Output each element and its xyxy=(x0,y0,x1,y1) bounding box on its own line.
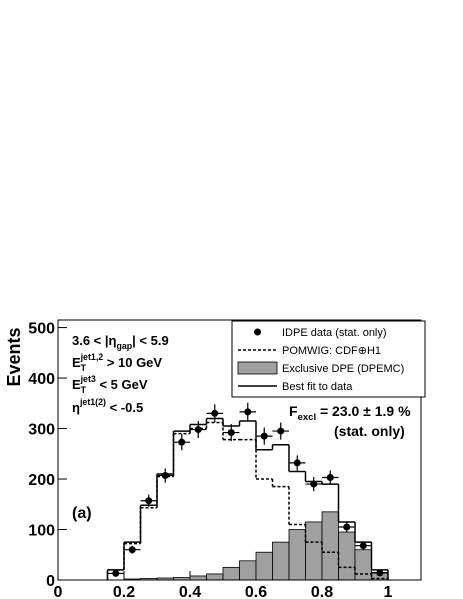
x-tick-label: 0 xyxy=(54,584,63,599)
y-tick-label: 0 xyxy=(46,573,55,590)
data-point xyxy=(112,569,120,577)
y-tick-label: 100 xyxy=(28,523,55,540)
annotation-part: < -0.5 xyxy=(106,400,143,415)
plot-frame xyxy=(57,319,422,581)
annotation-part: > 10 GeV xyxy=(103,355,162,370)
data-point xyxy=(310,480,318,488)
legend-box xyxy=(231,320,426,398)
annotation-part: jet1(2) xyxy=(79,397,106,407)
data-point xyxy=(343,523,351,531)
x-tick-label: 1 xyxy=(384,584,393,599)
x-tick-label: 0.6 xyxy=(245,584,267,599)
annotation-part: E xyxy=(72,355,81,370)
legend-label: Exclusive DPE (DPEMC) xyxy=(282,363,404,375)
annotation-part: jet1,2 xyxy=(80,352,104,362)
annotation-part: gap xyxy=(116,341,132,351)
excl-bar xyxy=(206,573,224,581)
annotation: ηjet1(2) < -0.5 xyxy=(72,397,143,415)
data-point xyxy=(293,459,301,467)
data-point xyxy=(161,471,169,479)
excl-bar xyxy=(255,551,273,581)
annotation-part: (stat. only) xyxy=(334,423,405,439)
excl-bar xyxy=(189,575,207,581)
annotation-part: F xyxy=(289,403,298,419)
annotation-part: (a) xyxy=(72,505,92,522)
data-point xyxy=(376,569,384,577)
data-point xyxy=(194,426,202,434)
x-tick-label: 0.2 xyxy=(113,584,135,599)
annotation: 3.6 < |ηgap| < 5.9 xyxy=(72,333,169,351)
legend-marker xyxy=(254,328,261,336)
annotation-part: T xyxy=(81,363,87,373)
step-connector xyxy=(106,418,389,580)
legend-label: POMWIG: CDF⊕H1 xyxy=(282,345,381,357)
annotation-part: 3.6 < |η xyxy=(72,333,117,348)
annotation: (stat. only) xyxy=(334,423,405,439)
annotation-part: T xyxy=(81,385,87,395)
annotation-part: jet3 xyxy=(80,374,96,384)
legend-label: IDPE data (stat. only) xyxy=(282,327,387,339)
y-axis-label: Events xyxy=(4,327,24,386)
data-point xyxy=(359,542,367,550)
data-point xyxy=(128,546,136,554)
annotation-part: E xyxy=(72,377,81,392)
excl-bar xyxy=(272,541,290,581)
excl-bar xyxy=(222,566,240,581)
excl-bar xyxy=(305,521,323,581)
excl-bar xyxy=(338,531,356,581)
y-tick-label: 300 xyxy=(28,422,55,439)
x-tick-label: 0.4 xyxy=(179,584,201,599)
annotation: Fexcl = 23.0 ± 1.9 % xyxy=(289,403,411,423)
data-point xyxy=(277,427,285,435)
x-tick-label: 0.8 xyxy=(311,584,333,599)
annotation-part: | < 5.9 xyxy=(132,333,169,348)
data-point xyxy=(178,438,186,446)
excl-bar xyxy=(239,560,257,581)
data-point xyxy=(227,429,235,437)
legend-marker xyxy=(237,361,278,375)
annotation-part: = 23.0 ± 1.9 % xyxy=(316,403,411,419)
data-point xyxy=(260,432,268,440)
data-point xyxy=(211,409,219,417)
legend-label: Best fit to data xyxy=(282,381,353,393)
y-tick-label: 500 xyxy=(28,321,55,338)
data-point xyxy=(145,497,153,505)
y-tick-label: 400 xyxy=(28,371,55,388)
data-point xyxy=(244,408,252,416)
annotation-part: excl xyxy=(298,412,317,423)
annotation: ETjet1,2 > 10 GeV xyxy=(72,352,162,373)
annotation-part: < 5 GeV xyxy=(96,377,148,392)
excl-bar xyxy=(288,529,306,581)
y-tick-label: 200 xyxy=(28,472,55,489)
annotation-part: η xyxy=(72,400,80,415)
excl-bar xyxy=(354,549,372,581)
annotation: (a) xyxy=(72,505,92,522)
data-point xyxy=(326,474,334,482)
annotation: ETjet3 < 5 GeV xyxy=(72,374,148,395)
excl-bar xyxy=(321,511,339,581)
